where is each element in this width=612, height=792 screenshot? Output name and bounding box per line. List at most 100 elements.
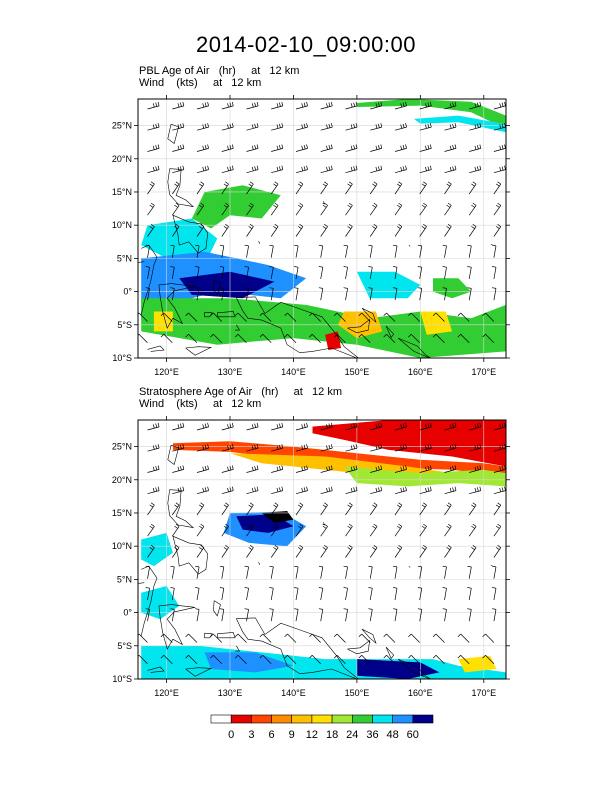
pbl-wind-barb [163, 312, 173, 322]
pbl-wind-barb [320, 205, 328, 216]
strat-wind-barb [270, 609, 274, 622]
colorbar-label: 0 [228, 729, 234, 741]
pbl-wind-barb-flag [499, 145, 502, 150]
strat-wind-barb-flag [353, 466, 356, 471]
strat-wind-barb-flag [326, 445, 328, 450]
pbl-wind-barb [147, 288, 150, 301]
pbl-wind-barb-flag [303, 102, 306, 107]
pbl-wind-barb-flag [231, 144, 234, 149]
colorbar-swatch [271, 714, 293, 724]
pbl-wind-barb [320, 245, 324, 258]
strat-wind-barb-flag [497, 502, 502, 506]
strat-wind-barb-flag [284, 633, 288, 638]
strat-wind-barb-flag [330, 486, 333, 491]
pbl-wind-barb [188, 333, 198, 343]
strat-wind-barb [369, 588, 373, 601]
strat-wind-barb-flag [157, 486, 160, 491]
pbl-wind-barb-flag [378, 166, 380, 171]
pbl-wind-barb-flag [155, 102, 158, 107]
strat-wind-barb-flag [150, 502, 155, 506]
strat-wind-barb-flag [204, 487, 207, 492]
pbl-wind-barb [345, 226, 353, 237]
pbl-wind-barb [262, 312, 272, 322]
strat-wind-barb-flag [198, 547, 203, 550]
strat-wind-barb [320, 566, 324, 579]
strat-wind-barb [493, 566, 497, 579]
strat-wind-barb-flag [504, 444, 506, 449]
strat-wind-barb-flag [427, 466, 430, 471]
pbl-coastline [235, 324, 241, 331]
strat-wind-barb-flag [223, 525, 228, 529]
pbl-wind-barb-flag [449, 103, 452, 108]
strat-wind-barb-flag [328, 487, 331, 492]
strat-wind-barb-flag [180, 487, 182, 492]
strat-wind-barb [172, 490, 184, 495]
strat-wind-barb [485, 633, 495, 643]
pbl-wind-barb [295, 205, 304, 216]
strat-wind-barb-flag [350, 466, 353, 471]
strat-wind-barb [493, 588, 497, 601]
pbl-wind-barb-flag [495, 204, 500, 208]
strat-wind-barb-flag [303, 466, 306, 471]
strat-wind-barb-flag [402, 466, 405, 471]
strat-wind-barb-flag [276, 424, 279, 429]
strat-wind-barb [221, 490, 234, 495]
strat-wind-barb-flag [497, 545, 502, 548]
pbl-wind-barb-flag [175, 224, 180, 227]
pbl-wind-barb-flag [447, 224, 452, 227]
pbl-wind-barb-flag [219, 266, 224, 268]
strat-wind-barb-flag [447, 545, 452, 548]
strat-wind-barb-flag [405, 465, 407, 470]
strat-wind-barb-flag [476, 423, 479, 428]
pbl-coastline [347, 318, 370, 334]
pbl-wind-barb-flag [449, 145, 452, 150]
pbl-wind-barb-flag [248, 204, 253, 208]
strat-wind-barb [394, 469, 407, 473]
pbl-wind-barb-flag [375, 103, 378, 108]
pbl-wind-barb [237, 312, 247, 322]
pbl-coastline [236, 296, 359, 358]
pbl-wind-barb-flag [180, 145, 182, 150]
pbl-wind-barb-flag [350, 124, 353, 129]
strat-wind-barb-flag [231, 422, 234, 427]
strat-wind-barb-flag [421, 504, 426, 508]
pbl-wind-barb-flag [396, 226, 401, 229]
pbl-wind-barb [237, 333, 247, 343]
strat-wind-barb-flag [155, 466, 158, 471]
strat-wind-barb [196, 588, 200, 601]
strat-wind-barb-flag [425, 424, 427, 429]
pbl-coastline [361, 307, 377, 324]
strat-wind-barb-flag [138, 633, 140, 636]
pbl-wind-barb-flag [207, 123, 209, 128]
pbl-wind-barb-flag [457, 312, 461, 317]
pbl-wind-barb-flag [446, 226, 451, 229]
strat-wind-barb-flag [373, 502, 378, 506]
strat-wind-barb-flag [452, 487, 454, 492]
strat-wind-barb-flag [182, 444, 185, 449]
strat-wind-barb-flag [170, 608, 175, 610]
strat-wind-barb [147, 547, 155, 558]
pbl-wind-barb-flag [355, 144, 358, 149]
strat-wind-barb [469, 490, 481, 495]
pbl-wind-barb [369, 183, 378, 195]
strat-wind-barb-flag [400, 487, 403, 492]
strat-wind-barb [246, 426, 259, 431]
strat-wind-barb-flag [330, 444, 333, 449]
colorbar-label: 12 [306, 729, 318, 741]
colorbar-label: 18 [326, 729, 338, 741]
strat-wind-barb-flag [180, 423, 182, 428]
strat-wind-barb [468, 547, 477, 558]
pbl-wind-barb [493, 267, 497, 280]
pbl-wind-barb-flag [219, 287, 224, 289]
pbl-wind-barb [196, 267, 200, 280]
pbl-wind-barb-flag [145, 244, 150, 247]
pbl-wind-barb [444, 105, 457, 110]
pbl-wind-barb [147, 245, 150, 258]
pbl-wind-barb-flag [383, 333, 387, 338]
pbl-wind-barb-flag [425, 166, 427, 171]
pbl-wind-barb-flag [353, 145, 356, 150]
pbl-wind-barb-flag [472, 202, 477, 206]
strat-wind-barb-flag [170, 565, 175, 568]
strat-wind-barb [345, 588, 348, 601]
strat-wind-barb [320, 469, 333, 473]
